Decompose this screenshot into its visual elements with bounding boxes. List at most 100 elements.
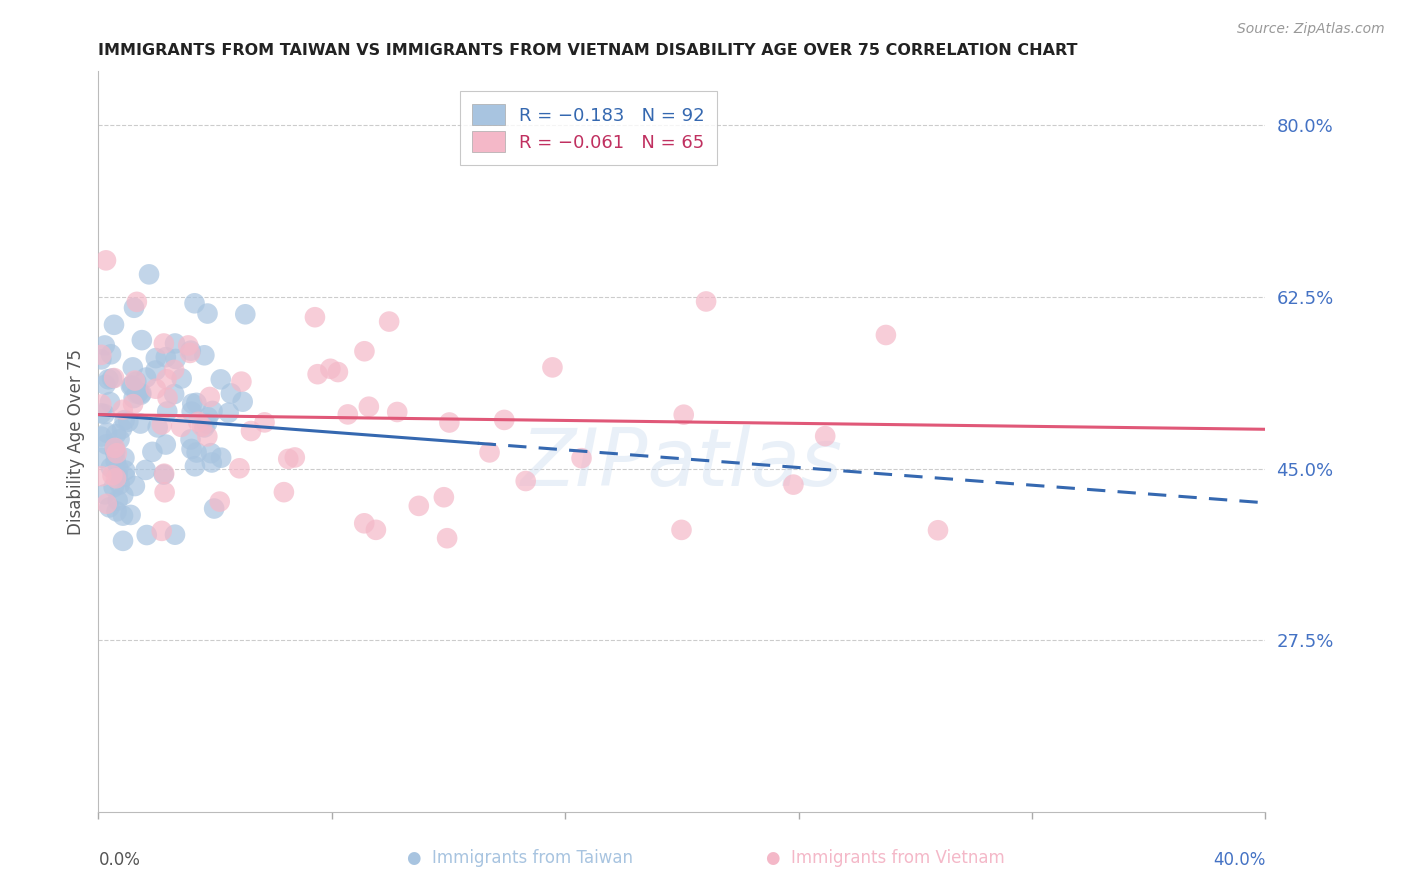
Point [108,477,131,491]
Point [122,391,145,405]
Point [197,410,219,425]
Point [198,390,221,404]
Point [90,352,112,367]
Point [135,463,157,477]
Point [191,419,214,434]
Point [94,253,117,268]
Point [156,404,179,418]
Point [433,490,456,504]
Point [284,450,307,465]
Point [135,528,157,542]
Legend: R = −0.183   N = 92, R = −0.061   N = 65: R = −0.183 N = 92, R = −0.061 N = 65 [460,92,717,165]
Point [187,415,209,429]
Point [145,382,167,396]
Point [103,480,125,494]
Point [150,524,173,538]
Point [121,378,143,392]
Point [93,407,115,421]
Point [180,343,202,358]
Point [387,405,409,419]
Point [439,416,461,430]
Point [378,315,401,329]
Point [100,347,122,361]
Point [541,360,564,375]
Point [494,413,516,427]
Point [125,386,148,401]
Point [180,433,202,447]
Point [153,336,176,351]
Point [98,395,121,409]
Point [240,424,263,438]
Point [478,445,501,459]
Point [101,371,124,385]
Point [927,523,949,537]
Point [672,408,695,422]
Point [163,363,186,377]
Point [145,351,167,365]
Point [436,531,458,545]
Point [326,365,349,379]
Point [96,497,118,511]
Point [120,379,142,393]
Point [408,499,430,513]
Point [138,268,160,282]
Point [146,420,169,434]
Point [125,294,148,309]
Point [103,318,125,332]
Text: IMMIGRANTS FROM TAIWAN VS IMMIGRANTS FROM VIETNAM DISABILITY AGE OVER 75 CORRELA: IMMIGRANTS FROM TAIWAN VS IMMIGRANTS FRO… [98,43,1078,58]
Point [183,296,205,310]
Point [114,469,136,483]
Point [105,427,128,442]
Point [571,451,593,466]
Point [200,446,222,460]
Point [103,371,125,385]
Point [117,415,139,429]
Point [153,485,176,500]
Point [180,442,202,456]
Point [195,429,218,443]
Point [163,336,186,351]
Point [104,442,127,456]
Point [114,413,136,427]
Point [129,387,152,401]
Point [141,445,163,459]
Point [319,361,342,376]
Point [124,479,146,493]
Point [184,459,207,474]
Point [181,396,204,410]
Point [97,372,120,386]
Point [153,467,176,481]
Point [186,396,208,410]
Point [111,422,134,436]
Point [122,397,145,411]
Point [232,394,254,409]
Point [307,367,329,381]
Point [108,432,131,446]
Point [353,344,375,359]
Point [94,338,117,352]
Text: ●  Immigrants from Taiwan: ● Immigrants from Taiwan [408,849,633,867]
Point [128,385,150,400]
Text: ●  Immigrants from Vietnam: ● Immigrants from Vietnam [766,849,1005,867]
Point [357,400,380,414]
Point [120,508,142,522]
Point [104,441,127,455]
Point [177,338,200,352]
Point [231,375,253,389]
Point [94,487,117,501]
Point [515,474,537,488]
Point [129,417,152,431]
Point [152,467,174,482]
Point [336,408,359,422]
Point [170,420,193,434]
Point [94,377,117,392]
Point [112,508,135,523]
Point [209,450,232,465]
Point [155,350,177,364]
Text: Source: ZipAtlas.com: Source: ZipAtlas.com [1237,22,1385,37]
Point [202,501,225,516]
Point [104,454,127,468]
Point [96,425,118,440]
Point [155,437,177,451]
Point [193,348,215,362]
